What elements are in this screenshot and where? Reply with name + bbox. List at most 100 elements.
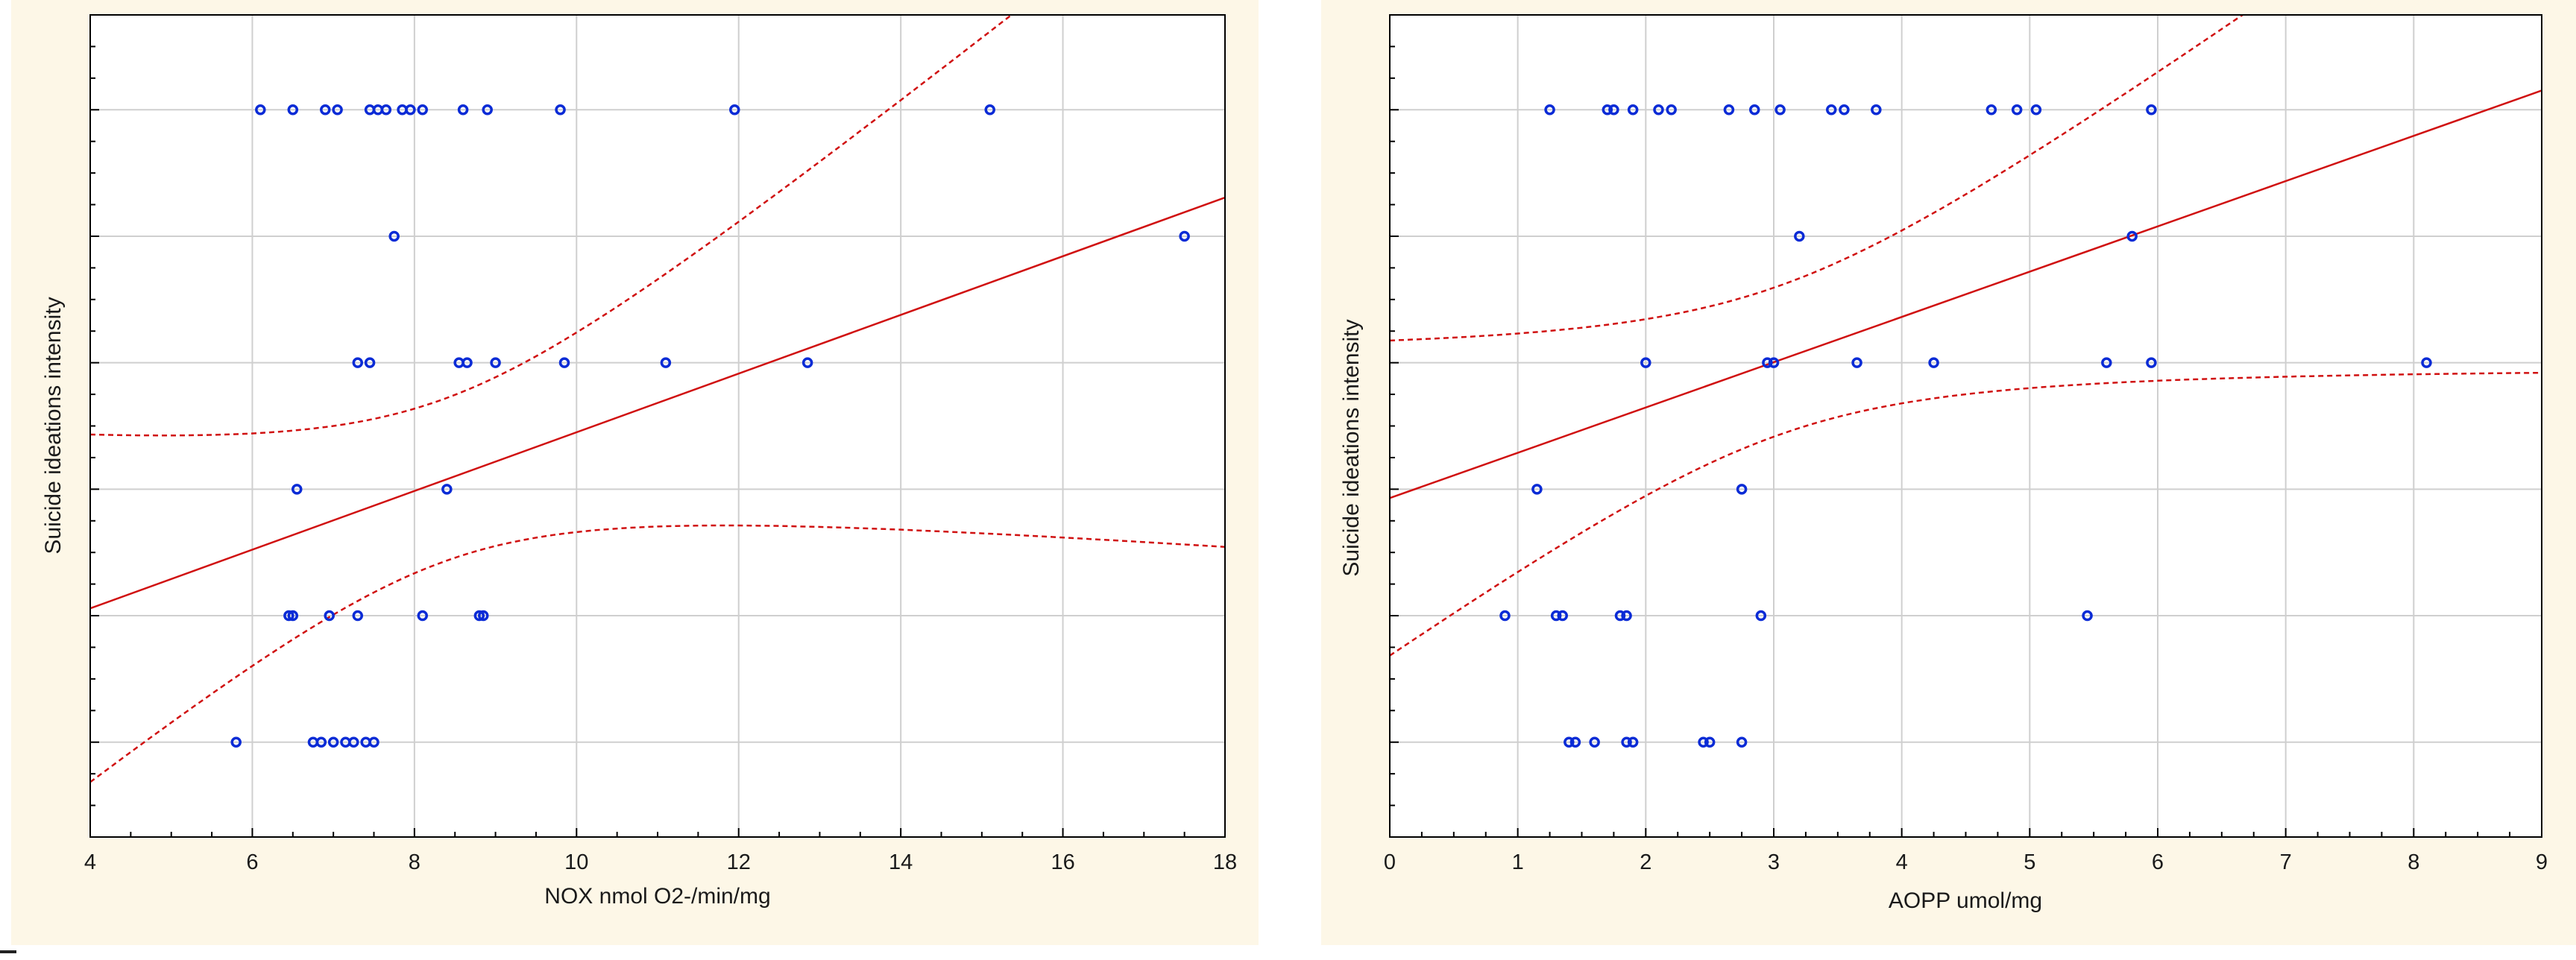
data-point: [230, 736, 242, 748]
data-point: [1563, 736, 1575, 748]
x-tick-label: 5: [2024, 850, 2035, 874]
data-point: [1179, 230, 1190, 242]
data-point: [287, 610, 299, 622]
data-point: [482, 104, 493, 116]
x-tick-label: 4: [84, 850, 96, 874]
data-point: [417, 104, 428, 116]
data-point: [348, 736, 359, 748]
x-tick-label: 12: [727, 850, 751, 874]
x-tick-label: 9: [2536, 850, 2548, 874]
data-point: [490, 357, 501, 368]
data-point: [1736, 736, 1748, 748]
data-point: [352, 610, 364, 622]
data-point: [1531, 484, 1543, 495]
ci-upper-curve: [90, 15, 1013, 437]
data-point: [1544, 104, 1555, 116]
scatter-plot-nox: 4 6 8 10 12 14 16 18 NOX nmol O2-/min/mg Suicid…: [41, 14, 1237, 909]
regression-line: [90, 196, 1225, 610]
data-point: [1569, 736, 1581, 748]
x-tick-label: 10: [564, 850, 588, 874]
axis-ticks: 0 1 2 3 4 5 6 7 8 9: [1384, 14, 2548, 874]
plot-area: [90, 15, 1225, 837]
data-point: [462, 357, 473, 368]
data-point: [1621, 736, 1632, 748]
x-tick-label: 2: [1640, 850, 1651, 874]
y-axis-label: Suicide ideations intensity: [1339, 319, 1364, 576]
x-tick-label: 6: [246, 850, 258, 874]
data-point: [380, 104, 392, 116]
regression-line: [1390, 89, 2542, 499]
data-point: [457, 104, 469, 116]
data-point: [1794, 230, 1805, 242]
data-point: [2146, 357, 2157, 368]
data-point: [368, 736, 380, 748]
data-point: [2421, 357, 2432, 368]
data-point: [352, 357, 364, 368]
data-point: [327, 736, 339, 748]
data-point: [417, 610, 428, 622]
x-tick-label: 0: [1384, 850, 1396, 874]
corner-mark: [0, 950, 16, 953]
data-point: [1653, 104, 1664, 116]
x-tick-label: 14: [889, 850, 913, 874]
data-point: [2126, 230, 2138, 242]
data-point: [1851, 357, 1862, 368]
data-point: [984, 104, 995, 116]
x-tick-label: 1: [1512, 850, 1524, 874]
x-tick-label: 6: [2152, 850, 2164, 874]
data-point: [255, 104, 266, 116]
x-tick-label: 18: [1213, 850, 1237, 874]
data-point: [1723, 104, 1735, 116]
fit-line: [90, 196, 1225, 610]
confidence-band: [1390, 15, 2542, 657]
data-point: [1985, 104, 1997, 116]
data-point: [1608, 104, 1619, 116]
chart-panel-aopp: 0 1 2 3 4 5 6 7 8 9 AOPP umol/mg Suicide ideation…: [1321, 0, 2576, 945]
data-point: [1762, 357, 1773, 368]
data-point: [1621, 610, 1632, 622]
data-point: [2030, 104, 2042, 116]
data-point: [332, 104, 343, 116]
data-point: [388, 230, 400, 242]
data-point: [1614, 610, 1626, 622]
data-point: [287, 104, 299, 116]
data-point: [478, 610, 489, 622]
data-point: [555, 104, 566, 116]
grid: [90, 15, 1225, 837]
ci-lower-curve: [1390, 371, 2542, 657]
data-point: [291, 484, 303, 495]
grid: [1390, 15, 2542, 837]
data-point: [1839, 104, 1850, 116]
data-point: [1627, 736, 1639, 748]
data-point: [1640, 357, 1651, 368]
x-tick-label: 8: [409, 850, 421, 874]
x-tick-label: 7: [2280, 850, 2292, 874]
data-point: [283, 610, 295, 622]
fit-line: [1390, 89, 2542, 499]
data-point: [1755, 610, 1767, 622]
data-point: [1627, 104, 1639, 116]
x-tick-label: 4: [1896, 850, 1908, 874]
ci-upper-curve: [1390, 15, 2245, 342]
data-point: [315, 736, 327, 748]
data-point: [1768, 357, 1780, 368]
data-point: [1602, 104, 1613, 116]
data-point: [729, 104, 740, 116]
chart-panel-nox: 4 6 8 10 12 14 16 18 NOX nmol O2-/min/mg Suicid…: [11, 0, 1259, 945]
x-tick-label: 16: [1051, 850, 1074, 874]
data-point: [1589, 736, 1600, 748]
axis-ticks: 4 6 8 10 12 14 16 18: [84, 14, 1237, 874]
x-axis-label: NOX nmol O2-/min/mg: [544, 884, 770, 909]
data-point: [1871, 104, 1882, 116]
confidence-band: [90, 15, 1225, 783]
data-points: [1499, 104, 2432, 748]
data-point: [2082, 610, 2093, 622]
y-axis-label: Suicide ideations intensity: [41, 297, 66, 554]
data-point: [1550, 610, 1562, 622]
data-point: [660, 357, 672, 368]
data-points: [230, 104, 1190, 748]
data-point: [1499, 610, 1511, 622]
data-point: [802, 357, 813, 368]
x-tick-label: 3: [1768, 850, 1780, 874]
data-point: [1666, 104, 1677, 116]
